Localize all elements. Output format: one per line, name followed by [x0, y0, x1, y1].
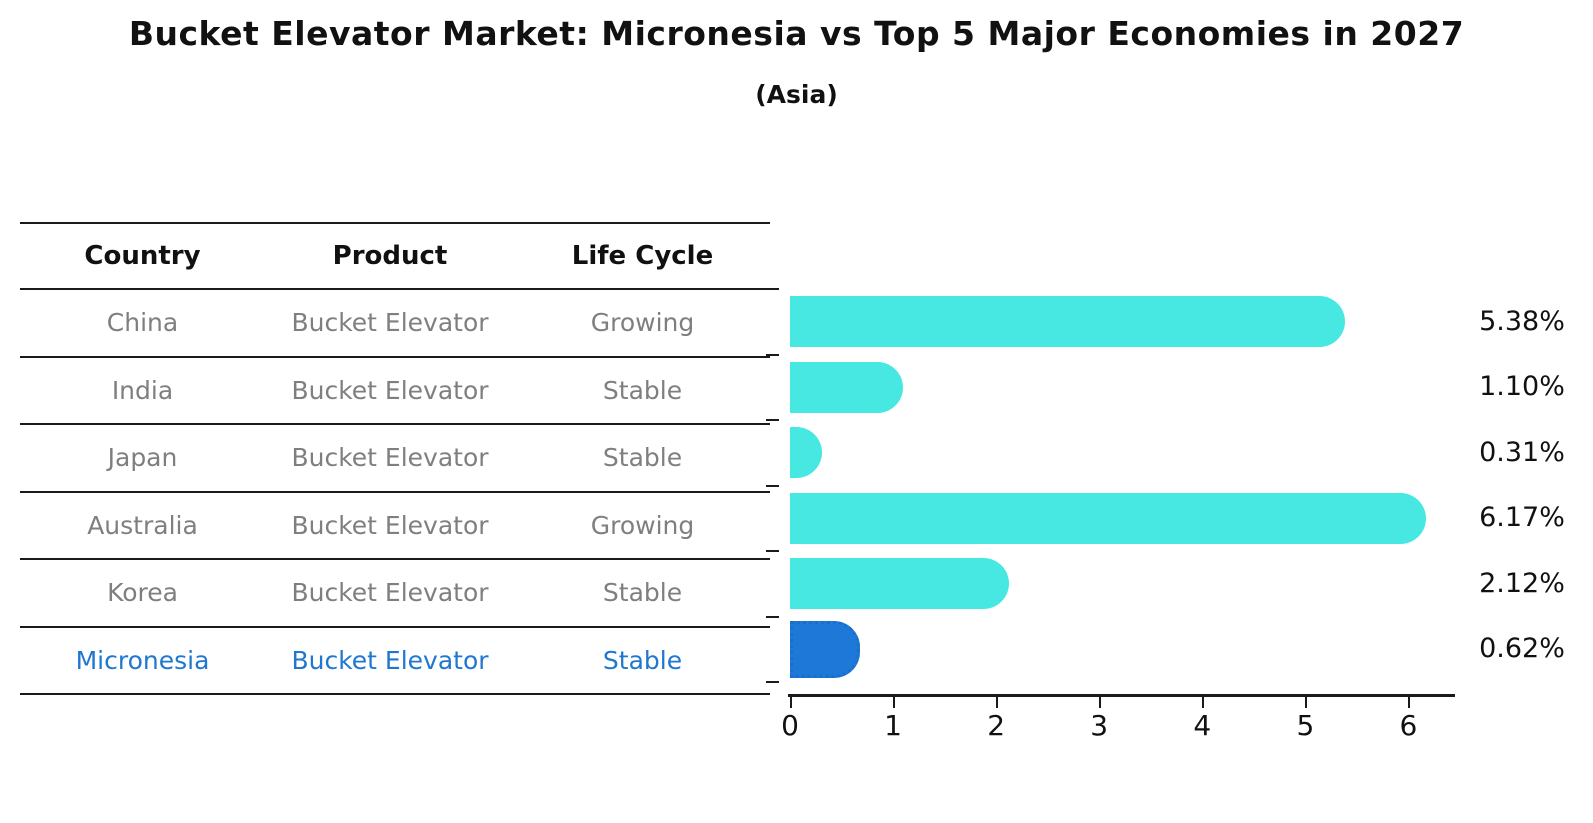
- table-body: China Bucket Elevator Growing India Bucket E…: [20, 290, 770, 695]
- x-axis-tick-label: 6: [1399, 709, 1418, 742]
- table-row: India Bucket Elevator Stable: [20, 358, 770, 425]
- table-header-country: Country: [84, 241, 201, 271]
- bar-value-label: 1.10%: [1479, 371, 1565, 403]
- country-table: Country Product Life Cycle China Bucket E…: [20, 222, 770, 695]
- y-axis-tick: [766, 288, 779, 290]
- bar-row: [790, 420, 1460, 486]
- x-axis-tick: [1099, 697, 1102, 708]
- chart-subtitle: (Asia): [755, 80, 838, 109]
- bar-value-label: 5.38%: [1479, 305, 1565, 337]
- table-cell-product: Bucket Elevator: [291, 375, 489, 405]
- x-axis-tick: [1408, 697, 1411, 708]
- bar-row: [790, 486, 1460, 552]
- x-axis-tick-label: 4: [1193, 709, 1212, 742]
- table-row: Micronesia Bucket Elevator Stable: [20, 628, 770, 695]
- table-cell-country: Korea: [107, 578, 178, 608]
- x-axis-tick: [1305, 697, 1308, 708]
- y-axis-tick: [766, 550, 779, 552]
- table-cell-country: China: [106, 308, 179, 338]
- table-cell-product: Bucket Elevator: [291, 308, 489, 338]
- x-axis-tick: [1202, 697, 1205, 708]
- table-cell-life-cycle: Growing: [590, 510, 695, 540]
- x-axis-tick-label: 0: [781, 709, 799, 742]
- table-cell-country: Japan: [107, 443, 178, 473]
- table-row: China Bucket Elevator Growing: [20, 290, 770, 358]
- bar-australia: [790, 492, 1426, 544]
- table-cell-life-cycle: Stable: [602, 375, 683, 405]
- x-axis-tick: [996, 697, 999, 708]
- x-axis-tick-label: 5: [1296, 709, 1315, 742]
- table-header-life-cycle: Life Cycle: [571, 241, 714, 271]
- table-cell-product: Bucket Elevator: [291, 578, 489, 608]
- table-cell-life-cycle: Stable: [602, 645, 683, 675]
- table-header-product: Product: [332, 241, 448, 271]
- table-cell-product: Bucket Elevator: [291, 645, 489, 675]
- y-axis-tick: [766, 681, 779, 683]
- x-axis-line: [788, 694, 1455, 697]
- x-axis-tick-label: 1: [884, 709, 902, 742]
- table-header-row: Country Product Life Cycle: [20, 222, 770, 290]
- y-axis-tick: [766, 615, 779, 618]
- table-cell-product: Bucket Elevator: [291, 443, 489, 473]
- table-row: Japan Bucket Elevator Stable: [20, 425, 770, 493]
- bar-row: [790, 355, 1460, 421]
- bar-row: [790, 551, 1460, 617]
- bar-value-label: 6.17%: [1479, 502, 1565, 534]
- table-cell-life-cycle: Stable: [602, 443, 683, 473]
- x-axis-tick-label: 2: [987, 709, 1006, 742]
- x-axis-tick-label: 3: [1090, 709, 1109, 742]
- bar-row: [790, 289, 1460, 355]
- bar-india: [790, 361, 904, 413]
- y-axis-tick: [766, 484, 779, 487]
- y-axis-tick: [766, 419, 779, 421]
- table-cell-life-cycle: Growing: [590, 308, 695, 338]
- x-axis-tick: [790, 697, 792, 708]
- x-axis-tick: [893, 697, 896, 708]
- bar-value-label: 0.62%: [1479, 633, 1565, 665]
- table-cell-country: Australia: [87, 510, 198, 540]
- table-cell-country: India: [111, 375, 174, 405]
- bar-micronesia: [790, 620, 860, 678]
- table-cell-product: Bucket Elevator: [291, 510, 489, 540]
- table-cell-life-cycle: Stable: [602, 578, 683, 608]
- table-cell-country: Micronesia: [75, 645, 210, 675]
- bar-korea: [790, 558, 1009, 609]
- table-row: Australia Bucket Elevator Growing: [20, 493, 770, 560]
- bar-value-label: 0.31%: [1479, 436, 1565, 468]
- bar-chart-plot-area: [790, 289, 1460, 682]
- y-axis-tick: [766, 353, 779, 356]
- table-row: Korea Bucket Elevator Stable: [20, 560, 770, 628]
- bar-china: [790, 296, 1345, 347]
- bar-japan: [790, 427, 822, 478]
- bar-value-label: 2.12%: [1479, 567, 1565, 599]
- bar-row: [790, 617, 1460, 683]
- chart-title: Bucket Elevator Market: Micronesia vs To…: [128, 14, 1465, 53]
